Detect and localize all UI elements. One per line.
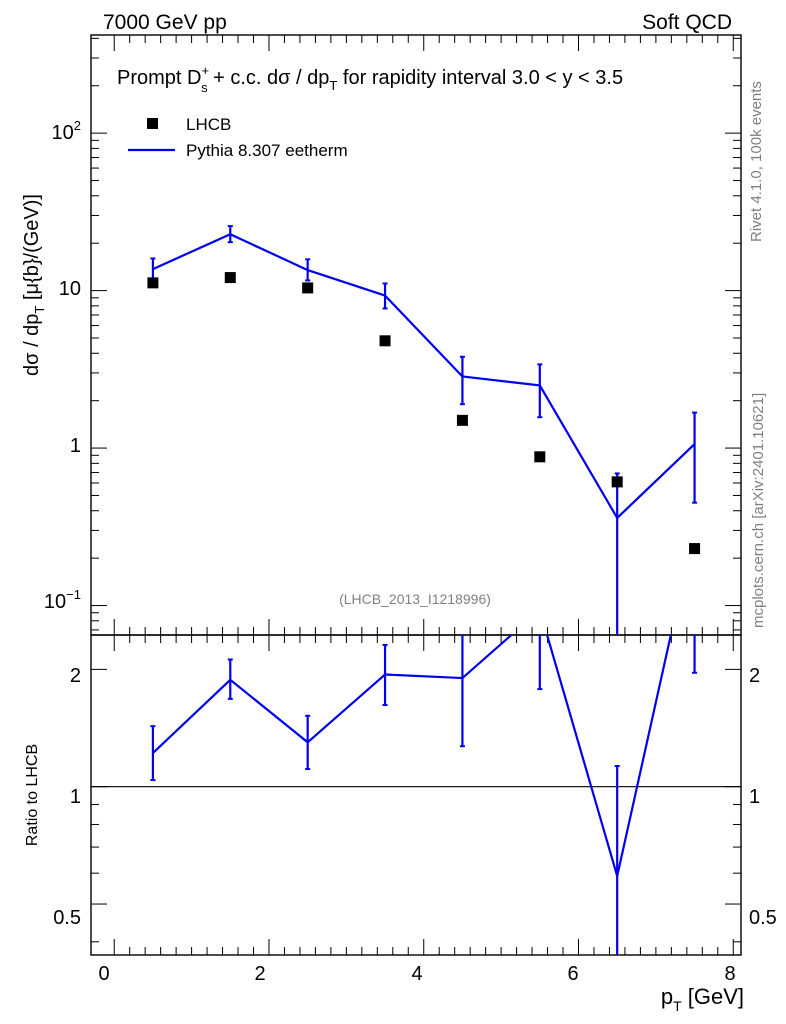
ratio-tick-right-0p5: 0.5 <box>749 907 777 929</box>
main-y-axis-label: dσ / dpT [μ{b}/(GeV)] <box>21 194 47 376</box>
ratio-y-axis-label: Ratio to LHCB <box>24 744 41 846</box>
ratio-tick-right-1: 1 <box>749 786 760 808</box>
ratio-plot-frame <box>90 634 742 956</box>
lhcb-data-point <box>379 335 391 347</box>
x-axis-ticks <box>113 35 734 955</box>
pythia-line <box>152 233 696 520</box>
lhcb-data-point <box>534 451 546 463</box>
mcplots-label: mcplots.cern.ch [arXiv:2401.10621] <box>750 393 767 628</box>
ratio-tick-left-1: 1 <box>70 786 81 808</box>
ratio-y-tick-labels: 2 1 0.5 2 1 0.5 <box>53 665 777 929</box>
ratio-line <box>152 635 672 877</box>
x-axis-label: pT [GeV] <box>661 984 744 1014</box>
lhcb-data-point <box>611 476 623 488</box>
x-tick-label-0: 0 <box>98 963 109 985</box>
chart-title: Prompt D+ s + c.c. dσ / dpT for rapidity … <box>117 63 623 95</box>
y-tick-label-10: 10 <box>59 278 81 300</box>
legend: LHCB Pythia 8.307 eetherm <box>128 115 348 160</box>
legend-label-lhcb: LHCB <box>186 115 231 134</box>
x-tick-label-2: 2 <box>254 963 265 985</box>
y-tick-label-1: 1 <box>70 435 81 457</box>
lhcb-data-point <box>456 414 468 426</box>
main-y-tick-labels: 102 10 1 10−1 <box>44 118 81 613</box>
ratio-data-layer <box>91 635 741 955</box>
lhcb-data-point <box>224 272 236 284</box>
y-tick-label-0p1: 10−1 <box>44 587 81 613</box>
lhcb-data-point <box>147 277 159 289</box>
header-left: 7000 GeV pp <box>103 11 227 34</box>
x-tick-label-8: 8 <box>724 963 735 985</box>
ratio-series-group <box>150 635 698 955</box>
analysis-watermark: (LHCB_2013_I1218996) <box>339 591 491 607</box>
y-tick-label-100: 102 <box>52 118 81 144</box>
x-tick-labels: 0 2 4 6 8 <box>98 963 735 985</box>
x-tick-label-4: 4 <box>411 963 422 985</box>
legend-label-pythia: Pythia 8.307 eetherm <box>186 141 348 160</box>
x-tick-label-6: 6 <box>567 963 578 985</box>
ratio-tick-right-2: 2 <box>749 665 760 687</box>
main-data-layer <box>147 225 701 635</box>
header-right: Soft QCD <box>642 11 732 34</box>
rivet-label: Rivet 4.1.0, 100k events <box>748 81 765 242</box>
lhcb-data-point <box>302 282 314 294</box>
lhcb-data-point <box>689 543 701 555</box>
legend-marker-lhcb <box>147 118 158 129</box>
ratio-tick-left-2: 2 <box>70 665 81 687</box>
ratio-y-axis-ticks <box>91 668 741 943</box>
main-y-axis-ticks <box>91 37 741 631</box>
ratio-tick-left-0p5: 0.5 <box>53 907 81 929</box>
